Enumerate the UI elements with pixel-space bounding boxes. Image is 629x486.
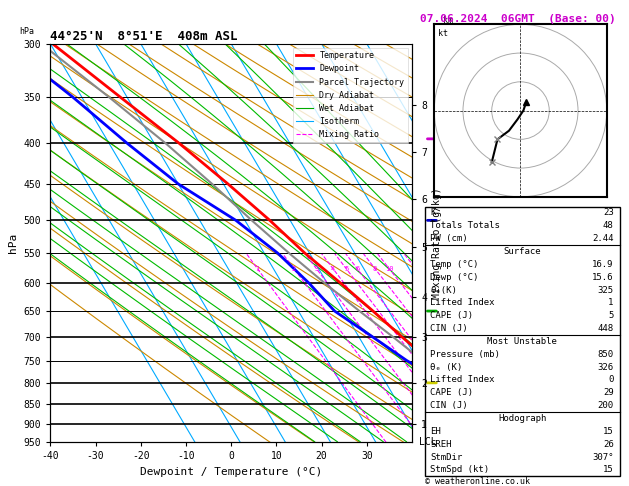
Text: 0: 0 <box>608 376 614 384</box>
Text: 5: 5 <box>608 311 614 320</box>
Text: 8: 8 <box>373 266 377 272</box>
Text: Pressure (mb): Pressure (mb) <box>430 350 500 359</box>
Text: 2: 2 <box>292 266 296 272</box>
Text: CAPE (J): CAPE (J) <box>430 388 474 397</box>
Text: Hodograph: Hodograph <box>498 414 546 423</box>
Text: 850: 850 <box>598 350 614 359</box>
Text: 15.6: 15.6 <box>593 273 614 282</box>
Text: 448: 448 <box>598 324 614 333</box>
Text: 200: 200 <box>598 401 614 410</box>
Text: kt: kt <box>438 30 448 38</box>
Text: θₑ (K): θₑ (K) <box>430 363 463 372</box>
Text: 10: 10 <box>385 266 394 272</box>
Text: 4: 4 <box>331 266 335 272</box>
Text: hPa: hPa <box>19 27 35 36</box>
Text: 15: 15 <box>603 427 614 436</box>
Text: Lifted Index: Lifted Index <box>430 376 495 384</box>
Text: 2.44: 2.44 <box>593 234 614 243</box>
Text: 1: 1 <box>255 266 260 272</box>
Text: Lifted Index: Lifted Index <box>430 298 495 307</box>
Text: 15: 15 <box>603 466 614 474</box>
Y-axis label: Mixing Ratio (g/kg): Mixing Ratio (g/kg) <box>433 187 442 299</box>
Text: 26: 26 <box>603 440 614 449</box>
Text: 44°25'N  8°51'E  408m ASL: 44°25'N 8°51'E 408m ASL <box>50 30 238 43</box>
Text: CIN (J): CIN (J) <box>430 401 468 410</box>
X-axis label: Dewpoint / Temperature (°C): Dewpoint / Temperature (°C) <box>140 467 322 477</box>
Text: StmSpd (kt): StmSpd (kt) <box>430 466 489 474</box>
Text: CAPE (J): CAPE (J) <box>430 311 474 320</box>
Text: 6: 6 <box>355 266 359 272</box>
Text: 3: 3 <box>314 266 318 272</box>
Text: 325: 325 <box>598 286 614 295</box>
Text: PW (cm): PW (cm) <box>430 234 468 243</box>
Text: 5: 5 <box>344 266 348 272</box>
Text: km
ASL: km ASL <box>441 17 455 36</box>
Text: SREH: SREH <box>430 440 452 449</box>
Y-axis label: hPa: hPa <box>8 233 18 253</box>
Text: 29: 29 <box>603 388 614 397</box>
Text: © weatheronline.co.uk: © weatheronline.co.uk <box>425 477 530 486</box>
Text: StmDir: StmDir <box>430 452 463 462</box>
Text: 23: 23 <box>603 208 614 217</box>
Text: CIN (J): CIN (J) <box>430 324 468 333</box>
Text: K: K <box>430 208 436 217</box>
Text: Dewp (°C): Dewp (°C) <box>430 273 479 282</box>
Text: Temp (°C): Temp (°C) <box>430 260 479 269</box>
Text: 326: 326 <box>598 363 614 372</box>
Legend: Temperature, Dewpoint, Parcel Trajectory, Dry Adiabat, Wet Adiabat, Isotherm, Mi: Temperature, Dewpoint, Parcel Trajectory… <box>293 48 408 142</box>
Text: 16.9: 16.9 <box>593 260 614 269</box>
Text: EH: EH <box>430 427 441 436</box>
Text: LCL: LCL <box>419 437 437 447</box>
Text: θₑ(K): θₑ(K) <box>430 286 457 295</box>
Text: 307°: 307° <box>593 452 614 462</box>
Text: 07.06.2024  06GMT  (Base: 00): 07.06.2024 06GMT (Base: 00) <box>420 14 616 24</box>
Text: Most Unstable: Most Unstable <box>487 337 557 346</box>
Text: Surface: Surface <box>503 247 541 256</box>
Text: Totals Totals: Totals Totals <box>430 221 500 230</box>
Text: 48: 48 <box>603 221 614 230</box>
Text: 1: 1 <box>608 298 614 307</box>
